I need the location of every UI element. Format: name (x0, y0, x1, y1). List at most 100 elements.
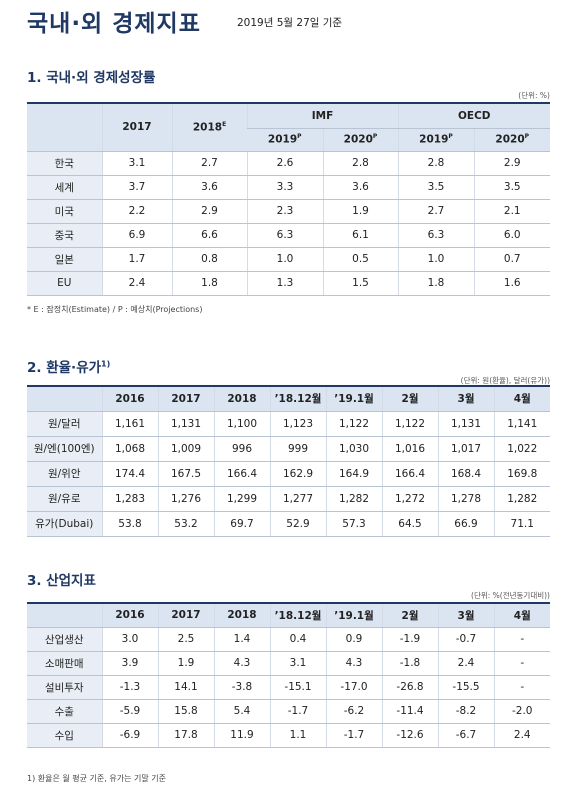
cell: 169.8 (493, 461, 550, 487)
row-label: 유가(Dubai) (27, 511, 102, 537)
row-label: 원/유로 (27, 486, 102, 512)
cell: 1,030 (325, 436, 382, 462)
column-sup: P (372, 133, 378, 141)
cell: -1.9 (381, 627, 438, 652)
data-row: 원/달러 1,161 1,131 1,100 1,123 1,122 1,122 1,131 1… (27, 411, 550, 437)
cell: 0.5 (322, 247, 398, 272)
header-cell (27, 602, 102, 628)
cell: -15.1 (269, 675, 326, 700)
column-label: 2017 (122, 121, 152, 134)
cell: 4.3 (325, 651, 382, 676)
cell: 3.6 (322, 175, 398, 200)
data-row: EU 2.4 1.8 1.3 1.5 1.8 1.6 (27, 271, 550, 296)
column-header: 2016 (101, 385, 158, 412)
row-label: 원/달러 (27, 411, 102, 437)
data-row: 수출 -5.9 15.8 5.4 -1.7 -6.2 -11.4 -8.2 -2.0 (27, 699, 550, 724)
data-row: 설비투자 -1.3 14.1 -3.8 -15.1 -17.0 -26.8 -15.5- (27, 675, 550, 700)
cell: 1.8 (397, 271, 474, 296)
section-title: 3. 산업지표 (27, 573, 96, 589)
column-header: 2월 (381, 602, 438, 628)
cell: 66.9 (437, 511, 494, 537)
row-label: 소매판매 (27, 651, 102, 676)
cell: 6.9 (101, 223, 172, 248)
cell: -17.0 (325, 675, 382, 700)
data-row: 산업생산 3.0 2.5 1.4 0.4 0.9 -1.9 -0.7- (27, 627, 550, 652)
cell: 0.8 (171, 247, 247, 272)
column-header: ’19.1월 (325, 385, 382, 412)
cell: 1,131 (437, 411, 494, 437)
cell: -1.8 (381, 651, 438, 676)
cell: 2.3 (246, 199, 323, 224)
row-label: 설비투자 (27, 675, 102, 700)
cell: 6.6 (171, 223, 247, 248)
cell: 69.7 (213, 511, 270, 537)
cell: 6.3 (397, 223, 474, 248)
column-header: 2019P (247, 128, 323, 152)
cell: 1.4 (213, 627, 270, 652)
cell: 1,277 (269, 486, 326, 512)
cell: 2.9 (171, 199, 247, 224)
cell: 2.7 (171, 151, 247, 176)
row-label: 원/위안 (27, 461, 102, 487)
unit-label: (단위: 원(환율), 달러(유가)) (460, 376, 550, 385)
row-label: 세계 (27, 175, 102, 200)
unit-label: (단위: %) (518, 91, 550, 100)
header-row: 2019P 2020P 2019P 2020P (27, 128, 550, 152)
cell: 1.0 (246, 247, 323, 272)
cell: 3.3 (246, 175, 323, 200)
column-header: 2018 (213, 385, 270, 412)
section-title-wrap: 2. 환율·유가1) (27, 356, 110, 377)
cell: 53.2 (157, 511, 214, 537)
header-cell (27, 102, 102, 152)
cell: 1.7 (101, 247, 172, 272)
header-row: 2016 2017 2018’18.12월 ’19.1월 2월 3월 4월 (27, 602, 550, 628)
page-title: 국내·외 경제지표 (27, 11, 201, 37)
cell: 3.5 (397, 175, 474, 200)
cell: 1,131 (157, 411, 214, 437)
footnote: 1) 환율은 월 평균 기준, 유가는 기말 기준 (27, 774, 166, 783)
column-label: 2019 (267, 133, 298, 146)
base-date: 2019년 5월 27일 기준 (237, 17, 343, 29)
cell: 1,123 (269, 411, 326, 437)
cell: 1,276 (157, 486, 214, 512)
cell: 1,068 (101, 436, 158, 462)
cell: 1.6 (473, 271, 550, 296)
cell: 17.8 (157, 723, 214, 748)
data-row: 원/위안 174.4 167.5 166.4 162.9 164.9 166.4 168.4 1… (27, 461, 550, 487)
data-row: 유가(Dubai) 53.8 53.2 69.7 52.9 57.3 64.5 66.9 71.… (27, 511, 550, 537)
column-header: 2017 (157, 602, 214, 628)
cell: 168.4 (437, 461, 494, 487)
cell: 2.2 (101, 199, 172, 224)
column-label: 2020 (343, 133, 373, 146)
cell: 1,161 (101, 411, 158, 437)
column-header: 3월 (437, 385, 494, 412)
row-label: 수출 (27, 699, 102, 724)
column-label: 2020 (495, 133, 525, 146)
cell: 2.8 (322, 151, 398, 176)
cell: -1.7 (269, 699, 326, 724)
cell: 0.9 (325, 627, 382, 652)
cell: 5.4 (213, 699, 270, 724)
row-label: 중국 (27, 223, 102, 248)
cell: 53.8 (101, 511, 158, 537)
column-header: 4월 (493, 385, 550, 412)
cell: 1,299 (213, 486, 270, 512)
cell: -0.7 (437, 627, 494, 652)
data-row: 원/유로 1,283 1,276 1,299 1,277 1,282 1,272 1,278 1… (27, 486, 550, 512)
row-label: 미국 (27, 199, 102, 224)
cell: 1,100 (213, 411, 270, 437)
cell: 52.9 (269, 511, 326, 537)
column-header: 2020P (473, 128, 550, 152)
cell: 1.9 (322, 199, 398, 224)
cell: -5.9 (101, 699, 158, 724)
cell: 2.8 (397, 151, 474, 176)
cell: 1,282 (325, 486, 382, 512)
cell: 57.3 (325, 511, 382, 537)
cell: 1,122 (325, 411, 382, 437)
data-row: 미국 2.2 2.9 2.3 1.9 2.7 2.1 (27, 199, 550, 224)
section-title: 2. 환율·유가 (27, 360, 102, 376)
cell: 3.1 (101, 151, 172, 176)
cell: 2.7 (397, 199, 474, 224)
cell: 166.4 (213, 461, 270, 487)
cell: 2.4 (101, 271, 172, 296)
